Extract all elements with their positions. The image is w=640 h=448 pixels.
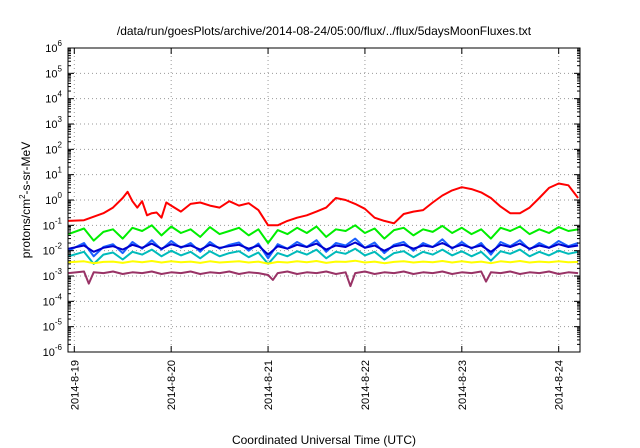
x-tick-labels: 2014-8-19 2014-8-20 2014-8-21 2014-8-22 2014… xyxy=(69,360,565,410)
y-tick-base: 10 xyxy=(43,322,55,334)
y-tick-exponent: 4 xyxy=(58,90,63,99)
y-tick-base: 10 xyxy=(45,195,57,207)
y-tick-exponent: 1 xyxy=(58,166,63,175)
series-group xyxy=(68,182,579,288)
y-tick-base: 10 xyxy=(43,296,55,308)
y-tick-exponent: 6 xyxy=(58,39,63,48)
y-tick-base: 10 xyxy=(45,144,57,156)
y-tick-exponent: 5 xyxy=(58,64,63,73)
y-tick-label: 101 xyxy=(45,166,62,182)
y-axis-label-rest: -s-sr-MeV xyxy=(19,142,33,195)
y-tick-base: 10 xyxy=(43,271,55,283)
grid xyxy=(68,48,580,352)
y-tick-base: 10 xyxy=(43,347,55,359)
series-line-2 xyxy=(68,224,579,244)
y-tick-base: 10 xyxy=(43,246,55,258)
y-tick-exponent: -1 xyxy=(55,216,63,225)
axis-ticks xyxy=(68,47,580,353)
x-tick-label: 2014-8-23 xyxy=(457,360,469,410)
x-tick-label: 2014-8-22 xyxy=(360,360,372,410)
y-tick-label: 10-1 xyxy=(43,216,63,232)
y-tick-labels: 10-610-510-410-310-210-11001011021031041… xyxy=(43,39,63,359)
y-tick-label: 105 xyxy=(45,64,62,80)
y-tick-label: 10-2 xyxy=(43,242,63,258)
y-tick-exponent: -2 xyxy=(55,242,63,251)
series-line-5 xyxy=(68,241,579,256)
y-tick-exponent: 2 xyxy=(58,140,63,149)
y-tick-label: 10-5 xyxy=(43,318,63,334)
y-axis-label: protons/cm2-s-sr-MeV xyxy=(18,142,33,258)
y-tick-label: 103 xyxy=(45,115,62,131)
y-tick-exponent: -3 xyxy=(55,267,63,276)
y-tick-base: 10 xyxy=(45,119,57,131)
x-tick-label: 2014-8-24 xyxy=(554,360,566,410)
series-line-1 xyxy=(68,182,579,227)
x-tick-label: 2014-8-21 xyxy=(263,360,275,410)
y-axis-label-sup: 2 xyxy=(18,194,27,199)
series-line-3 xyxy=(68,247,579,265)
y-tick-base: 10 xyxy=(45,94,57,106)
series-line-7 xyxy=(68,270,579,288)
y-tick-label: 104 xyxy=(45,90,62,106)
y-tick-label: 102 xyxy=(45,140,62,156)
y-tick-base: 10 xyxy=(45,170,57,182)
y-tick-label: 10-3 xyxy=(43,267,63,283)
y-tick-exponent: -4 xyxy=(55,292,63,301)
x-tick-label: 2014-8-19 xyxy=(69,360,81,410)
y-tick-exponent: -6 xyxy=(55,343,63,352)
y-tick-label: 106 xyxy=(45,39,62,55)
y-tick-exponent: -5 xyxy=(55,318,63,327)
y-tick-label: 10-4 xyxy=(43,292,63,308)
y-tick-label: 100 xyxy=(45,191,62,207)
chart-title: /data/run/goesPlots/archive/2014-08-24/0… xyxy=(117,24,532,38)
series-line-6 xyxy=(68,259,579,265)
x-tick-label: 2014-8-20 xyxy=(166,360,178,410)
y-tick-exponent: 0 xyxy=(58,191,63,200)
y-tick-base: 10 xyxy=(43,220,55,232)
y-tick-base: 10 xyxy=(45,43,57,55)
y-tick-label: 10-6 xyxy=(43,343,63,359)
y-axis-label-main: protons/cm xyxy=(19,199,33,258)
y-tick-base: 10 xyxy=(45,68,57,80)
x-axis-label: Coordinated Universal Time (UTC) xyxy=(232,433,416,447)
y-tick-exponent: 3 xyxy=(58,115,63,124)
